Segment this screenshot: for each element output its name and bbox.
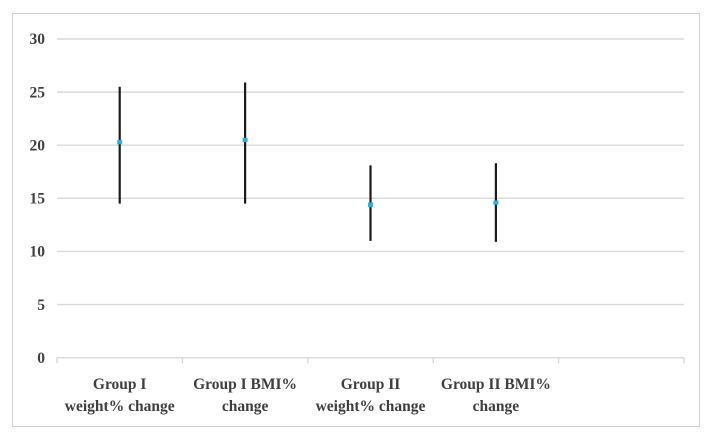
y-axis-tick-label: 5 — [37, 297, 45, 314]
y-axis-tick-label: 25 — [30, 84, 46, 101]
data-point-marker — [242, 137, 248, 143]
y-axis-tick-label: 20 — [30, 137, 46, 154]
y-axis-tick-label: 10 — [30, 244, 46, 261]
y-axis-tick-label: 30 — [30, 31, 46, 48]
x-axis-category-label: Group II BMI% change — [441, 376, 551, 415]
y-axis-tick-label: 15 — [30, 191, 46, 208]
x-axis-category-label: Group II weight% change — [316, 376, 426, 415]
y-axis-tick-label: 0 — [37, 350, 45, 367]
data-point-marker — [368, 202, 373, 207]
data-point-marker — [117, 139, 123, 145]
data-point-marker — [493, 200, 499, 205]
x-axis-category-label: Group I BMI% change — [193, 376, 297, 415]
